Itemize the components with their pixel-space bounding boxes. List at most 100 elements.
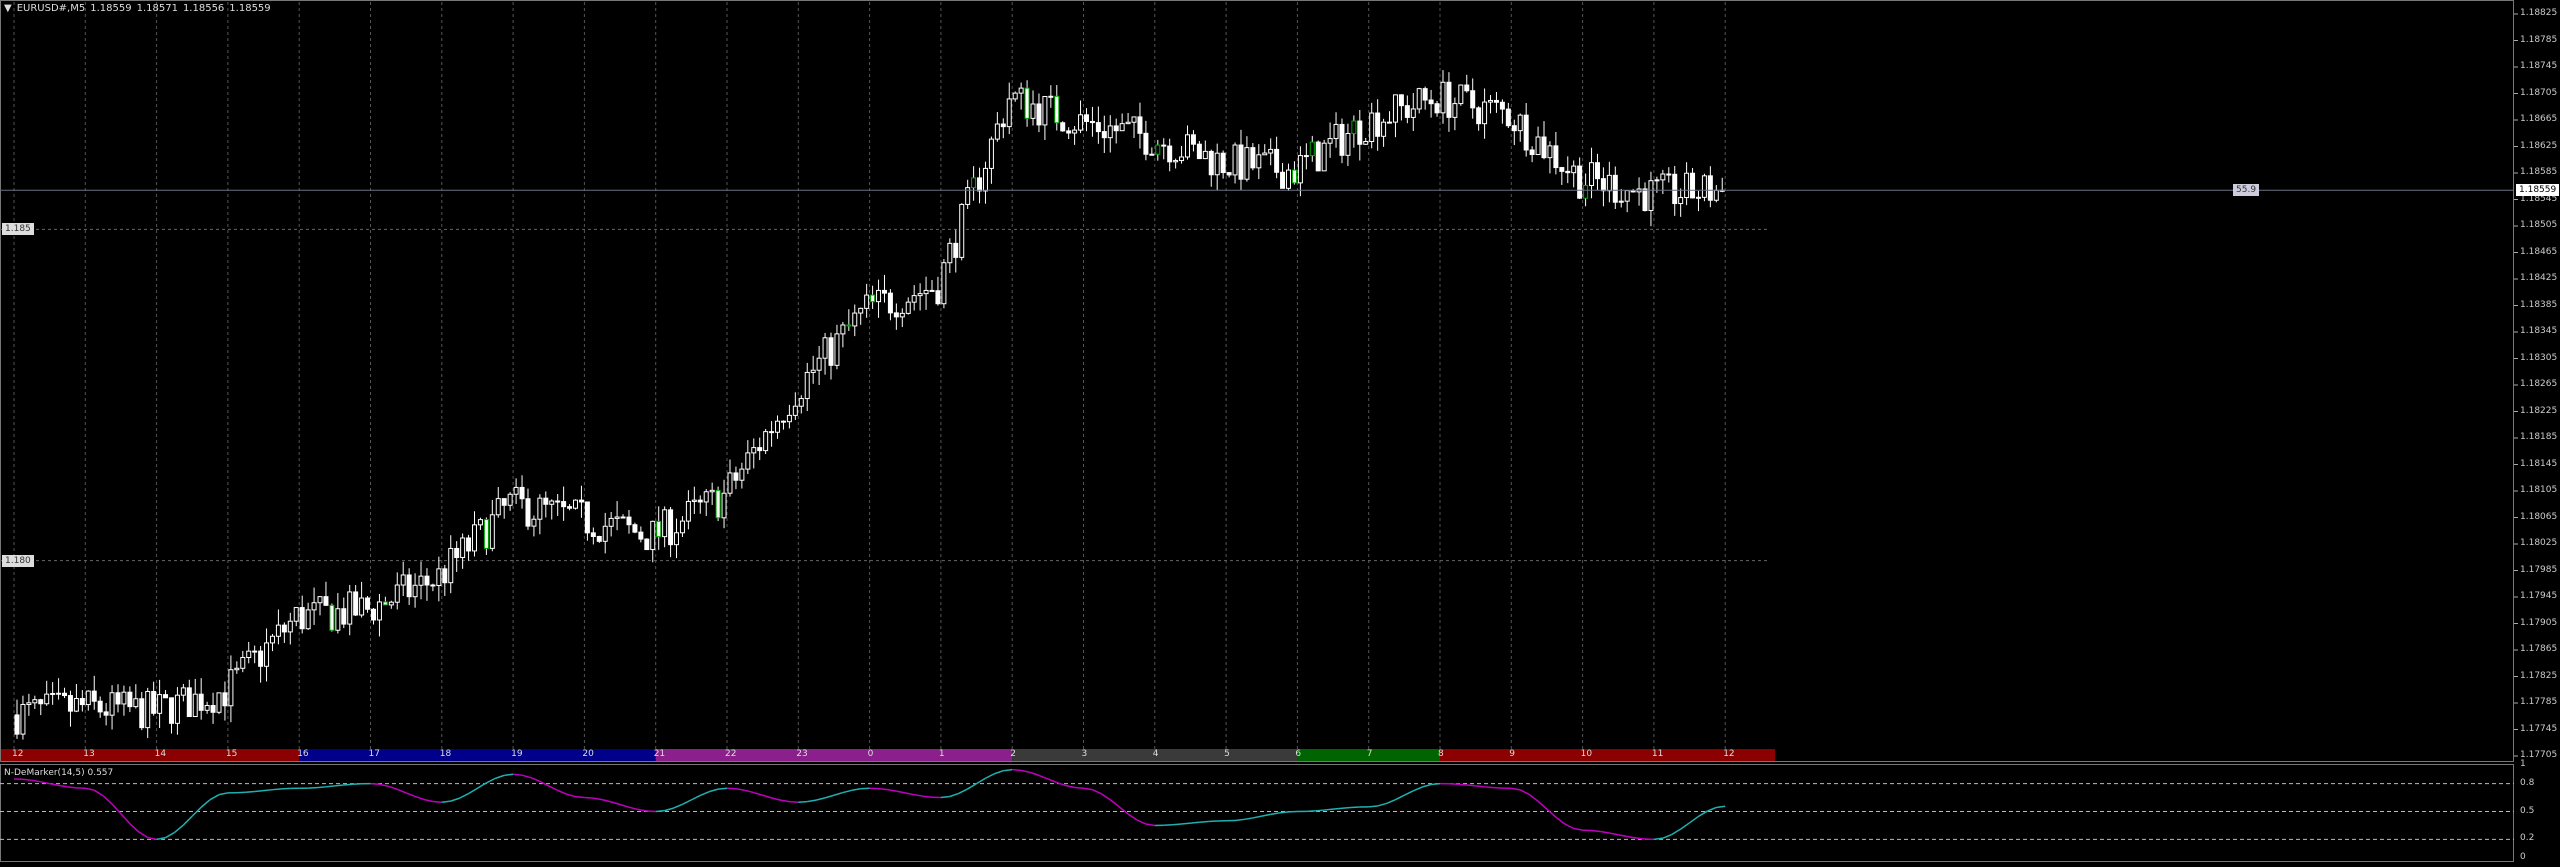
price-axis-label: 1.18025 — [2520, 538, 2558, 548]
price-axis-label: 1.18625 — [2520, 140, 2558, 151]
candle-body — [1179, 156, 1185, 162]
indicator-label: N-DeMarker(14,5) 0.557 — [4, 768, 114, 778]
indicator-line-segment — [1671, 828, 1682, 836]
price-chart[interactable] — [0, 0, 2514, 762]
indicator-line-segment — [343, 783, 353, 786]
candle-body — [1493, 99, 1499, 103]
indicator-line-segment — [682, 799, 692, 805]
candle-body — [1185, 134, 1190, 158]
candle-body — [1565, 170, 1571, 174]
level-label: 1.185 — [2, 223, 34, 236]
candle-body — [145, 691, 151, 729]
candle-body — [519, 486, 525, 500]
candle-body — [1280, 171, 1286, 189]
candle-body — [139, 698, 145, 729]
indicator-line-segment — [1341, 806, 1351, 810]
indicator-line-segment — [1404, 790, 1414, 796]
candle-body — [816, 357, 822, 371]
indicator-line-segment — [1546, 808, 1557, 818]
candle-body — [549, 500, 555, 505]
candle-body — [1107, 125, 1113, 139]
candle-body — [971, 177, 977, 189]
indicator-line-segment — [1190, 821, 1200, 824]
indicator-line-segment — [1555, 816, 1566, 825]
candle-body — [1577, 165, 1583, 199]
candle-body — [1173, 160, 1179, 163]
candle-body — [442, 568, 448, 584]
indicator-line-segment — [1332, 807, 1343, 810]
candle-body — [20, 703, 26, 735]
candle-body — [174, 694, 180, 724]
indicator-line-segment — [1038, 774, 1049, 780]
indicator-line-segment — [396, 788, 407, 794]
indicator-line-segment — [824, 794, 835, 799]
collapse-icon[interactable]: ▼ — [4, 3, 12, 14]
indicator-line-segment — [1600, 830, 1610, 834]
candle-body — [567, 506, 573, 509]
candle-body — [691, 499, 697, 502]
indicator-line-segment — [423, 798, 434, 803]
indicator-panel[interactable] — [0, 764, 2514, 862]
indicator-line-segment — [58, 784, 68, 788]
indicator-line-segment — [1421, 783, 1432, 788]
indicator-line-segment — [1457, 783, 1467, 786]
indicator-line-segment — [851, 788, 861, 792]
candle-body — [573, 499, 578, 509]
candle-body — [163, 694, 169, 699]
candle-body — [67, 695, 73, 712]
candle-body — [703, 491, 709, 503]
session-bar-segment — [1, 749, 300, 761]
candle-body — [887, 292, 893, 314]
indicator-line-segment — [655, 809, 665, 813]
indicator-line-segment — [495, 774, 505, 780]
candle-body — [1713, 189, 1719, 201]
indicator-line-segment — [191, 806, 202, 817]
indicator-line-segment — [744, 789, 754, 794]
candle-body — [1547, 145, 1553, 159]
candle-body — [810, 369, 816, 373]
candle-body — [733, 472, 739, 481]
indicator-line-segment — [566, 793, 576, 798]
candle-body — [780, 420, 786, 423]
candle-body — [709, 489, 715, 493]
candle-body — [1238, 144, 1244, 180]
indicator-line-segment — [1012, 768, 1022, 772]
candle-body — [1648, 180, 1654, 212]
candle-body — [454, 547, 460, 558]
time-label: 5 — [1224, 749, 1230, 759]
price-axis-label: 1.17905 — [2520, 617, 2558, 628]
candle-body — [477, 519, 483, 526]
candle-body — [317, 596, 323, 604]
price-axis-label: 1.17825 — [2520, 670, 2558, 681]
candle-body — [388, 601, 394, 606]
candle-body — [287, 620, 293, 633]
candle-body — [881, 289, 887, 294]
candle-body — [323, 596, 329, 606]
indicator-line-segment — [218, 792, 229, 796]
indicator-line-segment — [673, 803, 683, 809]
indicator-line-segment — [1564, 823, 1575, 830]
candle-body — [44, 693, 50, 705]
candle-body — [1589, 162, 1595, 186]
candle-body — [109, 692, 115, 716]
price-axis-label: 1.17945 — [2520, 591, 2558, 601]
candle-body — [994, 123, 1000, 140]
candle-body — [982, 167, 988, 192]
indicator-line-segment — [308, 786, 318, 789]
candle-body — [1369, 112, 1375, 143]
candle-body — [561, 501, 567, 508]
candle-body — [1149, 153, 1155, 156]
candle-body — [246, 650, 252, 658]
candle-body — [406, 574, 412, 598]
price-axis-label: 1.18785 — [2520, 34, 2558, 45]
indicator-line-segment — [1324, 808, 1334, 811]
candle-body — [1452, 103, 1458, 118]
candle-body — [935, 290, 941, 305]
indicator-line-segment — [521, 774, 532, 779]
candle-body — [822, 337, 828, 359]
candle-body — [329, 604, 335, 631]
indicator-line-segment — [1127, 813, 1138, 821]
candle-body — [14, 714, 20, 735]
price-axis-label: 1.18745 — [2520, 61, 2558, 71]
price-axis-label: 1.18105 — [2520, 485, 2558, 495]
